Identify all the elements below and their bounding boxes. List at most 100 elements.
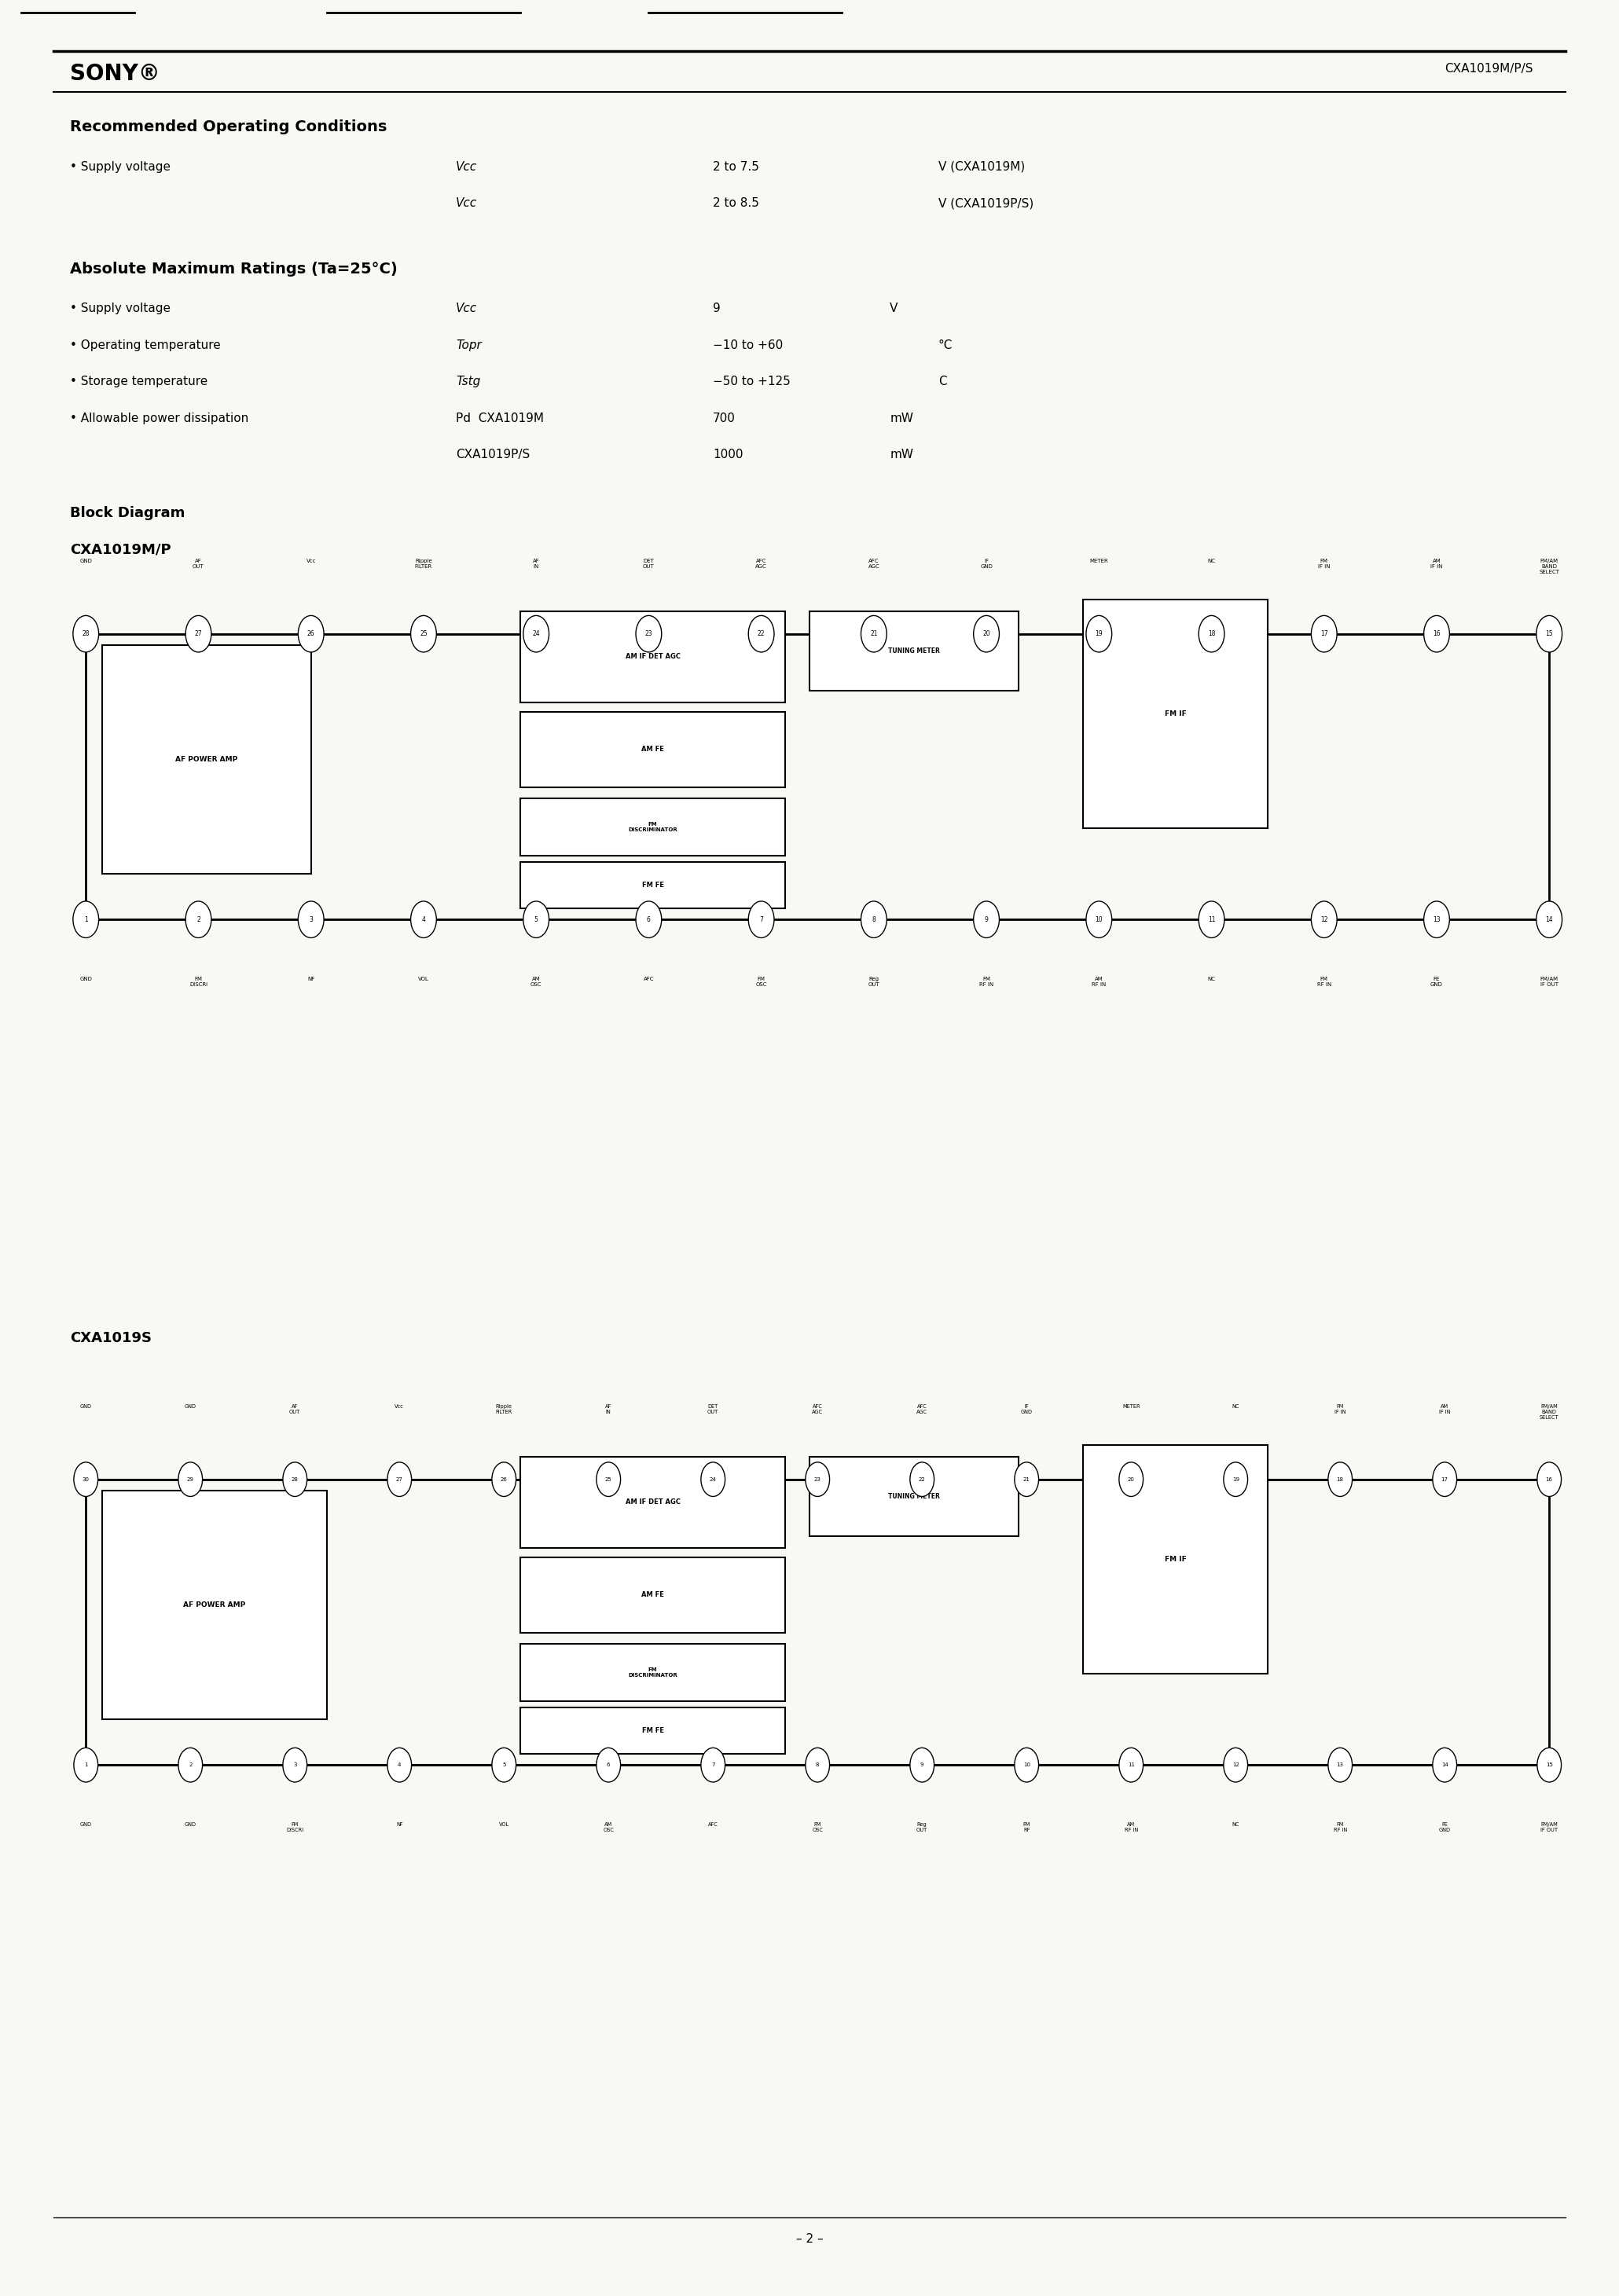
Text: FM
DISCRIMINATOR: FM DISCRIMINATOR bbox=[628, 822, 677, 831]
Text: 19: 19 bbox=[1094, 631, 1103, 638]
Text: FM
DISCRI: FM DISCRI bbox=[287, 1823, 304, 1832]
Circle shape bbox=[636, 902, 662, 937]
Text: mW: mW bbox=[890, 413, 913, 425]
Text: Tstg: Tstg bbox=[455, 377, 481, 388]
Circle shape bbox=[523, 615, 549, 652]
Text: FM
OSC: FM OSC bbox=[756, 976, 767, 987]
Circle shape bbox=[701, 1747, 725, 1782]
Text: FM
IF IN: FM IF IN bbox=[1334, 1403, 1345, 1414]
Circle shape bbox=[1311, 902, 1337, 937]
Text: Vcc: Vcc bbox=[455, 197, 478, 209]
Text: −10 to +60: −10 to +60 bbox=[712, 340, 784, 351]
Text: 21: 21 bbox=[869, 631, 877, 638]
Text: 18: 18 bbox=[1337, 1476, 1344, 1481]
Text: 28: 28 bbox=[291, 1476, 298, 1481]
Circle shape bbox=[1536, 1463, 1561, 1497]
Text: GND: GND bbox=[79, 976, 92, 980]
Text: 2: 2 bbox=[189, 1763, 193, 1768]
Circle shape bbox=[73, 615, 99, 652]
Text: • Supply voltage: • Supply voltage bbox=[70, 161, 170, 172]
Text: 21: 21 bbox=[1023, 1476, 1030, 1481]
Text: Absolute Maximum Ratings (Ta=25°C): Absolute Maximum Ratings (Ta=25°C) bbox=[70, 262, 397, 276]
Text: 3: 3 bbox=[293, 1763, 296, 1768]
Text: 22: 22 bbox=[758, 631, 766, 638]
Text: AF
IN: AF IN bbox=[533, 558, 539, 569]
Circle shape bbox=[910, 1747, 934, 1782]
Text: Vcc: Vcc bbox=[306, 558, 316, 563]
Circle shape bbox=[298, 615, 324, 652]
Circle shape bbox=[283, 1747, 308, 1782]
Circle shape bbox=[387, 1747, 411, 1782]
Text: 8: 8 bbox=[873, 916, 876, 923]
Text: 16: 16 bbox=[1433, 631, 1441, 638]
Circle shape bbox=[492, 1463, 516, 1497]
Text: AFC
AGC: AFC AGC bbox=[868, 558, 879, 569]
Text: FE
GND: FE GND bbox=[1431, 976, 1443, 987]
Text: GND: GND bbox=[79, 1403, 92, 1410]
Text: 20: 20 bbox=[1127, 1476, 1135, 1481]
Text: 26: 26 bbox=[500, 1476, 507, 1481]
Text: 20: 20 bbox=[983, 631, 991, 638]
Text: AM FE: AM FE bbox=[641, 746, 664, 753]
Text: TUNING METER: TUNING METER bbox=[889, 647, 941, 654]
Text: 18: 18 bbox=[1208, 631, 1216, 638]
Text: NC: NC bbox=[1208, 976, 1216, 980]
Text: 30: 30 bbox=[83, 1476, 89, 1481]
Circle shape bbox=[910, 1463, 934, 1497]
Text: mW: mW bbox=[890, 448, 913, 461]
Text: 22: 22 bbox=[918, 1476, 926, 1481]
Text: 25: 25 bbox=[606, 1476, 612, 1481]
Circle shape bbox=[748, 615, 774, 652]
Text: AM IF DET AGC: AM IF DET AGC bbox=[625, 652, 680, 661]
Text: V: V bbox=[890, 303, 899, 315]
Text: NC: NC bbox=[1232, 1823, 1240, 1828]
Text: 23: 23 bbox=[814, 1476, 821, 1481]
Circle shape bbox=[1433, 1747, 1457, 1782]
Text: CXA1019S: CXA1019S bbox=[70, 1332, 152, 1345]
Bar bbox=[102, 645, 311, 875]
Text: 13: 13 bbox=[1337, 1763, 1344, 1768]
Text: 14: 14 bbox=[1441, 1763, 1447, 1768]
Text: AFC
AGC: AFC AGC bbox=[813, 1403, 822, 1414]
Circle shape bbox=[178, 1747, 202, 1782]
Circle shape bbox=[73, 902, 99, 937]
Bar bbox=[520, 799, 785, 856]
Text: FE
GND: FE GND bbox=[1439, 1823, 1451, 1832]
Text: AF
OUT: AF OUT bbox=[193, 558, 204, 569]
Text: FM/AM
IF OUT: FM/AM IF OUT bbox=[1540, 976, 1559, 987]
Bar bbox=[520, 1557, 785, 1632]
Text: AFC: AFC bbox=[708, 1823, 719, 1828]
Bar bbox=[1083, 1444, 1268, 1674]
Text: 2 to 7.5: 2 to 7.5 bbox=[712, 161, 759, 172]
Text: 11: 11 bbox=[1208, 916, 1216, 923]
Text: AM
OSC: AM OSC bbox=[602, 1823, 614, 1832]
Text: GND: GND bbox=[79, 1823, 92, 1828]
Text: AFC
AGC: AFC AGC bbox=[916, 1403, 928, 1414]
Text: GND: GND bbox=[185, 1823, 196, 1828]
Text: AFC: AFC bbox=[643, 976, 654, 980]
Text: Pd  CXA1019M: Pd CXA1019M bbox=[455, 413, 544, 425]
Text: 25: 25 bbox=[419, 631, 427, 638]
Circle shape bbox=[411, 902, 437, 937]
Text: • Supply voltage: • Supply voltage bbox=[70, 303, 170, 315]
Text: 28: 28 bbox=[83, 631, 89, 638]
Circle shape bbox=[298, 902, 324, 937]
Text: AF
OUT: AF OUT bbox=[290, 1403, 301, 1414]
Text: FM/AM
BAND
SELECT: FM/AM BAND SELECT bbox=[1540, 558, 1559, 574]
Text: 9: 9 bbox=[984, 916, 988, 923]
Circle shape bbox=[186, 615, 212, 652]
Text: 1000: 1000 bbox=[712, 448, 743, 461]
Text: • Operating temperature: • Operating temperature bbox=[70, 340, 220, 351]
Text: 9: 9 bbox=[712, 303, 720, 315]
Circle shape bbox=[1119, 1747, 1143, 1782]
Text: 12: 12 bbox=[1232, 1763, 1239, 1768]
Text: Reg
OUT: Reg OUT bbox=[868, 976, 879, 987]
Text: AM
IF IN: AM IF IN bbox=[1431, 558, 1443, 569]
Text: FM
IF IN: FM IF IN bbox=[1318, 558, 1331, 569]
Text: 27: 27 bbox=[397, 1476, 403, 1481]
Text: 14: 14 bbox=[1546, 916, 1553, 923]
Circle shape bbox=[596, 1747, 620, 1782]
Circle shape bbox=[973, 615, 999, 652]
Bar bbox=[520, 1644, 785, 1701]
Circle shape bbox=[523, 902, 549, 937]
